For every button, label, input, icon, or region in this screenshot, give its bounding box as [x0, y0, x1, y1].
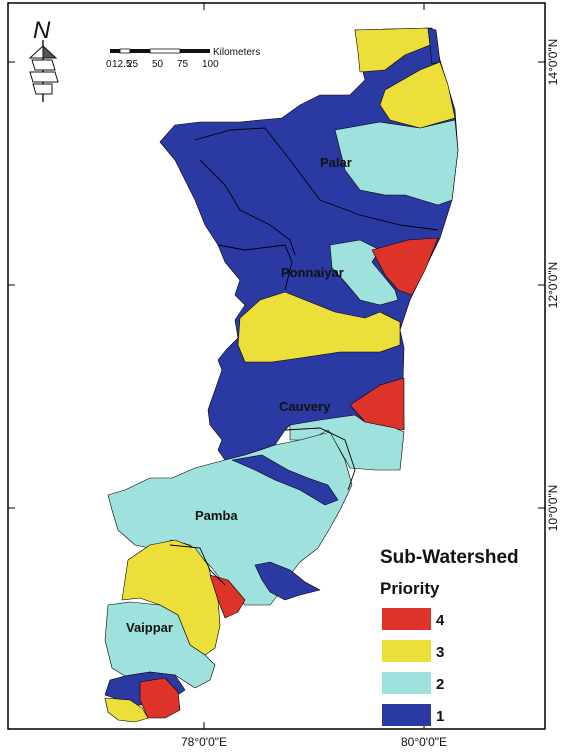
region-ponnaiyar-priority-4	[371, 237, 439, 296]
basin-boundaries	[169, 127, 439, 586]
region-vaippar-priority-4	[209, 574, 246, 619]
lat-label-10n: 10°0'0"N	[546, 485, 560, 532]
north-arrow-icon: N	[28, 17, 59, 102]
legend-label-3: 3	[436, 644, 444, 661]
legend-label-1: 1	[436, 708, 444, 725]
region-vaippar-priority-3	[121, 539, 221, 656]
basin-label-palar: Palar	[320, 155, 352, 170]
north-arrow-letter: N	[33, 17, 51, 44]
region-pamba-priority-1-north	[231, 454, 339, 506]
scale-tick-12-5: 12.5	[112, 59, 132, 70]
legend-swatch-1	[382, 704, 431, 726]
legend: Sub-Watershed Priority 4 3 2 1	[380, 547, 519, 726]
region-south-priority-3	[104, 697, 149, 723]
scale-bar-unit: Kilometers	[213, 47, 260, 58]
scale-tick-25: 25	[127, 59, 139, 70]
basin-label-pamba: Pamba	[195, 508, 238, 523]
basin-label-vaippar: Vaippar	[126, 620, 173, 635]
graticule-ticks	[8, 3, 545, 729]
region-palar-priority-1-sliver	[427, 27, 441, 65]
boundary-cauvery-pamba	[284, 427, 356, 491]
region-palar-priority-3-right	[379, 61, 456, 129]
legend-swatch-3	[382, 640, 431, 662]
lon-label-78e: 78°0'0"E	[181, 735, 227, 749]
sub-watershed-regions	[104, 27, 459, 723]
boundary-pamba-vaippar	[169, 544, 226, 586]
scale-tick-75: 75	[177, 59, 189, 70]
region-ponnaiyar-priority-2	[329, 239, 399, 306]
legend-title: Sub-Watershed	[380, 547, 519, 568]
scale-tick-0: 0	[106, 59, 112, 70]
region-ponnaiyar-priority-3	[237, 291, 401, 363]
region-vaippar-priority-2	[104, 601, 216, 689]
lat-label-12n: 12°0'0"N	[546, 262, 560, 309]
region-south-priority-4	[139, 677, 181, 719]
boundary-palar-inner	[199, 159, 296, 256]
basin-label-ponnaiyar: Ponnaiyar	[281, 265, 344, 280]
boundary-ponnaiyar-inner	[217, 244, 293, 291]
legend-swatch-4	[382, 608, 431, 630]
legend-subtitle: Priority	[380, 579, 440, 598]
legend-label-4: 4	[436, 612, 445, 629]
region-pamba-priority-1-south	[254, 561, 321, 601]
scale-bar: Kilometers 0 12.5 25 50 75 100	[106, 47, 260, 70]
legend-swatch-2	[382, 672, 431, 694]
lon-label-80e: 80°0'0"E	[401, 735, 447, 749]
scale-tick-100: 100	[202, 59, 219, 70]
boundary-palar-ponnaiyar	[194, 127, 439, 231]
lat-label-14n: 14°0'0"N	[546, 39, 560, 86]
scale-tick-50: 50	[152, 59, 164, 70]
legend-label-2: 2	[436, 676, 444, 693]
basin-label-cauvery: Cauvery	[279, 399, 331, 414]
